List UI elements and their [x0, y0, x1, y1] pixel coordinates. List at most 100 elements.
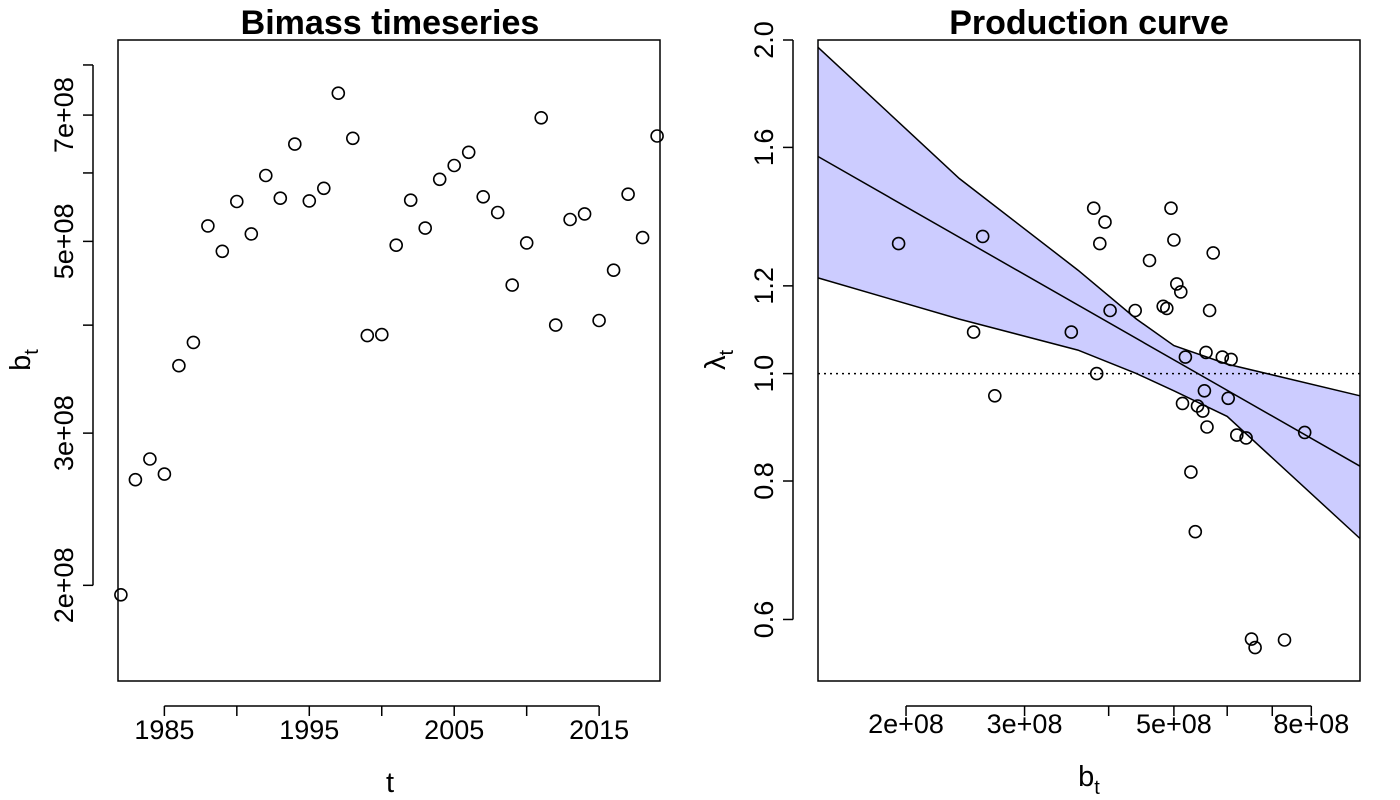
- confidence-band: [818, 47, 1360, 539]
- right-x-axis-label: bt: [1078, 761, 1100, 799]
- data-point: [975, 229, 990, 244]
- data-point: [157, 467, 172, 481]
- data-point: [519, 236, 534, 250]
- data-point: [1089, 366, 1104, 381]
- data-point: [461, 145, 476, 160]
- left-y-axis-label: bt: [5, 349, 43, 371]
- data-point: [1142, 253, 1157, 268]
- data-point: [548, 318, 563, 332]
- left-x-axis: 1985 1995 2005 2015: [134, 705, 629, 745]
- data-point: [345, 131, 360, 146]
- x-tick-label: 1985: [134, 715, 194, 745]
- y-tick-label: 5e+08: [49, 203, 79, 279]
- data-point: [1175, 396, 1190, 411]
- y-tick-label: 2e+08: [49, 547, 79, 623]
- left-plot-frame: [117, 39, 661, 682]
- y-tick-label: 3e+08: [49, 395, 79, 471]
- left-panel: Bimass timeseries 1985 1995 2005 2015 2e+08…: [5, 4, 664, 799]
- left-x-axis-label: t: [386, 767, 394, 799]
- data-point: [1160, 301, 1174, 316]
- data-point: [230, 194, 244, 209]
- data-point: [316, 181, 331, 196]
- data-point: [360, 328, 375, 343]
- data-point: [563, 212, 577, 227]
- data-point: [1167, 233, 1181, 247]
- data-point: [1164, 201, 1178, 215]
- data-point: [1199, 345, 1213, 360]
- data-point: [1244, 632, 1259, 646]
- x-tick-label: 2005: [424, 715, 484, 745]
- data-point: [1197, 383, 1212, 398]
- data-point: [172, 358, 186, 373]
- data-point: [1170, 277, 1184, 291]
- data-point: [128, 472, 143, 487]
- data-point: [273, 191, 288, 205]
- data-point: [891, 236, 906, 251]
- data-point: [1224, 352, 1238, 367]
- data-point: [577, 207, 592, 221]
- data-point: [1093, 236, 1107, 251]
- data-point: [432, 172, 447, 187]
- data-point: [331, 86, 346, 100]
- data-point: [650, 129, 664, 143]
- x-tick-label: 1995: [279, 715, 339, 745]
- right-y-axis-label-main: λ: [700, 355, 732, 370]
- data-point: [1277, 633, 1292, 647]
- data-point: [403, 193, 418, 207]
- right-x-axis-label-sub: t: [1094, 777, 1100, 799]
- data-point: [505, 278, 520, 292]
- x-tick-label: 8e+08: [1273, 709, 1349, 739]
- data-point: [374, 327, 389, 342]
- x-tick-label: 3e+08: [987, 709, 1063, 739]
- data-point: [1215, 350, 1230, 364]
- data-point: [534, 111, 549, 125]
- data-point: [244, 227, 259, 241]
- data-point: [592, 313, 606, 328]
- y-tick-label: 0.8: [749, 462, 779, 500]
- fit-line: [817, 155, 1361, 467]
- left-y-axis: 2e+08 3e+08 5e+08 7e+08: [49, 64, 94, 623]
- left-y-axis-label-sub: t: [21, 349, 43, 355]
- data-point: [1184, 465, 1198, 479]
- data-point: [143, 452, 157, 466]
- x-tick-label: 5e+08: [1136, 709, 1212, 739]
- data-point: [302, 194, 317, 208]
- data-point: [389, 238, 404, 252]
- y-tick-label: 0.6: [749, 601, 779, 639]
- y-tick-label: 7e+08: [49, 77, 79, 153]
- data-point: [258, 168, 273, 183]
- left-y-axis-label-main: b: [5, 355, 37, 371]
- data-point: [1248, 640, 1262, 655]
- data-point: [1064, 325, 1079, 339]
- y-tick-label: 1.0: [749, 355, 779, 393]
- data-point: [966, 325, 981, 339]
- data-point: [476, 190, 491, 204]
- data-point: [1200, 420, 1214, 434]
- right-y-axis: 0.6 0.8 1.0 1.2 1.6 2.0: [749, 21, 794, 639]
- data-point: [201, 219, 215, 233]
- y-tick-label: 2.0: [749, 21, 779, 59]
- y-tick-label: 1.2: [749, 267, 779, 305]
- data-point: [1174, 285, 1188, 299]
- right-panel: Production curve 2e+08 3e+08 5e+08 8e+08 0.…: [700, 4, 1361, 799]
- data-point: [1098, 215, 1112, 229]
- right-y-axis-label: λt: [700, 350, 738, 371]
- right-plot-frame: [817, 39, 1361, 682]
- data-point: [1128, 303, 1142, 318]
- data-point: [606, 263, 621, 278]
- data-point: [1221, 391, 1235, 406]
- data-point: [1230, 428, 1244, 442]
- right-y-axis-label-sub: t: [716, 350, 738, 356]
- x-tick-label: 2015: [569, 715, 629, 745]
- data-point: [1297, 425, 1312, 440]
- data-point: [1206, 246, 1220, 260]
- right-chart-title: Production curve: [949, 4, 1229, 42]
- right-x-axis-label-main: b: [1078, 761, 1094, 793]
- data-point: [447, 158, 462, 173]
- data-point: [1086, 201, 1101, 215]
- data-point: [1239, 431, 1253, 445]
- data-point: [987, 388, 1002, 403]
- left-points: [114, 86, 664, 602]
- data-point: [215, 244, 230, 259]
